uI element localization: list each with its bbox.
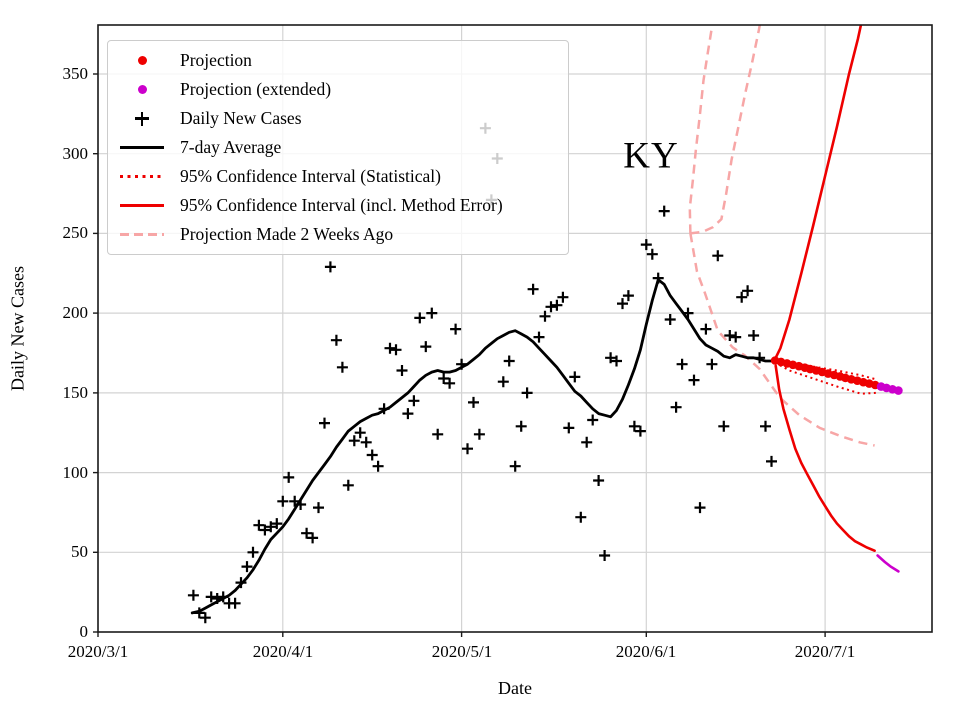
dotted-red-legend-marker-icon [118,169,166,185]
x-tick-label: 2020/4/1 [252,642,314,661]
legend-label: 7-day Average [180,137,282,157]
legend: Projection Projection (extended) Daily New… [107,40,569,255]
legend-label: Projection (extended) [180,79,332,99]
plot-border [97,24,933,633]
chart-title: KY [623,135,679,177]
legend-label: 95% Confidence Interval (incl. Method Er… [180,195,503,215]
line-red-legend-marker-icon [118,198,166,214]
y-tick-label: 150 [62,383,89,402]
legend-item-dot-red: Projection [108,50,568,71]
x-axis-label: Date [498,678,532,698]
legend-item-dot-magenta: Projection (extended) [108,79,568,100]
projection-2w-dashed [688,25,875,447]
x-tick-label: 2020/5/1 [431,642,493,661]
projection-dots [770,356,880,390]
legend-label: Projection Made 2 Weeks Ago [180,224,394,244]
y-tick-label: 350 [62,64,89,83]
legend-item-dashed-pink: Projection Made 2 Weeks Ago [108,224,568,245]
legend-item-line-black: 7-day Average [108,137,568,158]
dashed-pink-legend-marker-icon [118,227,166,243]
projection-extended-dots [876,382,903,395]
legend-item-line-red: 95% Confidence Interval (incl. Method Er… [108,195,568,216]
dot-magenta-legend-marker-icon [118,82,166,98]
ci-method-upper [774,25,863,360]
ci-lower-extended-line [876,554,900,573]
avg7-line [190,278,773,615]
x-tick-label: 2020/6/1 [615,642,677,661]
legend-item-dotted-red: 95% Confidence Interval (Statistical) [108,166,568,187]
plus-legend-marker-icon [118,111,166,127]
legend-label: Daily New Cases [180,108,302,128]
y-tick-label: 250 [62,223,89,242]
legend-item-plus: Daily New Cases [108,108,568,129]
ci-method-error [774,25,876,552]
y-tick-label: 300 [62,144,89,163]
dot-red-legend-marker-icon [118,53,166,69]
legend-label: 95% Confidence Interval (Statistical) [180,166,441,186]
axis-ticks [93,73,826,637]
x-tick-label: 2020/3/1 [67,642,129,661]
legend-label: Projection [180,50,252,70]
ci-method-lower [774,364,876,552]
line-black-legend-marker-icon [118,140,166,156]
x-tick-label: 2020/7/1 [794,642,856,661]
y-tick-label: 100 [62,463,89,482]
y-tick-label: 0 [79,622,89,641]
y-tick-label: 200 [62,303,89,322]
y-tick-label: 50 [71,542,88,561]
